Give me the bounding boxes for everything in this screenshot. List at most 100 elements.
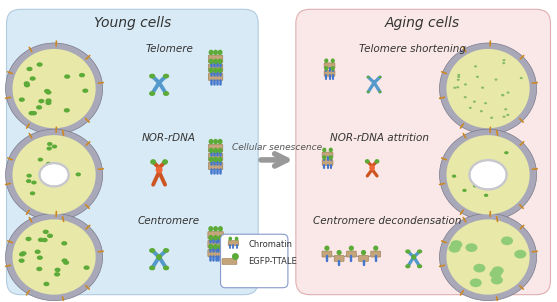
Ellipse shape <box>470 278 482 287</box>
Ellipse shape <box>495 79 497 81</box>
FancyBboxPatch shape <box>208 231 223 239</box>
Ellipse shape <box>163 91 169 96</box>
Ellipse shape <box>218 148 223 153</box>
Ellipse shape <box>469 107 472 109</box>
Ellipse shape <box>31 111 37 115</box>
Ellipse shape <box>209 148 213 153</box>
Ellipse shape <box>322 155 326 160</box>
Ellipse shape <box>452 175 456 178</box>
Ellipse shape <box>506 92 510 94</box>
Ellipse shape <box>492 266 504 275</box>
Ellipse shape <box>36 267 42 271</box>
Ellipse shape <box>26 174 32 178</box>
Ellipse shape <box>504 151 509 154</box>
Ellipse shape <box>476 76 479 78</box>
Ellipse shape <box>470 161 506 189</box>
Text: Young cells: Young cells <box>94 16 171 30</box>
Ellipse shape <box>47 142 52 146</box>
Ellipse shape <box>149 248 155 253</box>
Ellipse shape <box>372 81 376 85</box>
FancyBboxPatch shape <box>208 153 223 161</box>
Text: Centromere decondensation: Centromere decondensation <box>312 216 461 226</box>
Ellipse shape <box>367 91 370 93</box>
Ellipse shape <box>464 83 467 85</box>
Ellipse shape <box>218 139 223 144</box>
Ellipse shape <box>481 86 484 89</box>
Ellipse shape <box>417 264 422 268</box>
Ellipse shape <box>37 255 43 260</box>
Ellipse shape <box>61 259 67 263</box>
Ellipse shape <box>213 59 218 64</box>
Ellipse shape <box>213 139 218 144</box>
Ellipse shape <box>501 94 504 96</box>
Ellipse shape <box>45 101 51 105</box>
Ellipse shape <box>149 74 155 79</box>
Ellipse shape <box>36 105 42 110</box>
Ellipse shape <box>470 175 474 178</box>
FancyBboxPatch shape <box>208 144 223 152</box>
Text: Chromatin: Chromatin <box>248 239 292 249</box>
FancyBboxPatch shape <box>324 63 335 69</box>
FancyBboxPatch shape <box>7 9 258 295</box>
Ellipse shape <box>462 189 467 192</box>
Ellipse shape <box>457 74 460 76</box>
Text: Cellular senescence: Cellular senescence <box>232 143 322 152</box>
Ellipse shape <box>64 74 70 79</box>
Ellipse shape <box>502 62 505 64</box>
Ellipse shape <box>490 270 501 278</box>
Ellipse shape <box>30 76 36 81</box>
Ellipse shape <box>412 255 416 259</box>
Ellipse shape <box>228 237 232 241</box>
Ellipse shape <box>63 260 69 265</box>
Ellipse shape <box>324 246 330 251</box>
Ellipse shape <box>234 237 238 241</box>
Ellipse shape <box>379 76 382 78</box>
Ellipse shape <box>218 59 223 64</box>
Text: Centromere: Centromere <box>138 216 200 226</box>
Ellipse shape <box>457 76 460 78</box>
FancyBboxPatch shape <box>222 259 237 265</box>
Ellipse shape <box>163 265 169 270</box>
Ellipse shape <box>157 80 162 85</box>
FancyBboxPatch shape <box>296 9 550 295</box>
Ellipse shape <box>218 235 223 240</box>
Ellipse shape <box>329 155 333 160</box>
Ellipse shape <box>457 79 460 81</box>
Ellipse shape <box>484 102 487 104</box>
FancyBboxPatch shape <box>228 240 238 246</box>
Ellipse shape <box>379 91 382 93</box>
Ellipse shape <box>12 49 96 128</box>
Ellipse shape <box>47 234 53 238</box>
Ellipse shape <box>514 250 526 259</box>
Ellipse shape <box>12 135 96 214</box>
Ellipse shape <box>484 194 488 197</box>
Ellipse shape <box>209 139 213 144</box>
Ellipse shape <box>52 145 57 149</box>
Ellipse shape <box>82 88 89 93</box>
Ellipse shape <box>520 77 523 79</box>
FancyBboxPatch shape <box>322 251 332 257</box>
Ellipse shape <box>405 264 411 268</box>
Ellipse shape <box>61 241 67 246</box>
Ellipse shape <box>30 191 35 195</box>
Ellipse shape <box>324 66 329 71</box>
Ellipse shape <box>466 243 477 252</box>
Ellipse shape <box>18 259 25 263</box>
Ellipse shape <box>365 159 370 164</box>
Ellipse shape <box>55 268 61 272</box>
Ellipse shape <box>31 181 37 185</box>
FancyBboxPatch shape <box>221 234 288 288</box>
Ellipse shape <box>218 226 223 232</box>
Ellipse shape <box>163 74 169 79</box>
Ellipse shape <box>218 244 223 249</box>
Ellipse shape <box>447 219 530 295</box>
Ellipse shape <box>322 148 326 152</box>
Ellipse shape <box>46 162 51 166</box>
Ellipse shape <box>6 43 102 134</box>
Ellipse shape <box>490 172 494 175</box>
Ellipse shape <box>213 68 218 73</box>
Ellipse shape <box>26 179 31 183</box>
Ellipse shape <box>448 244 461 253</box>
Ellipse shape <box>439 43 536 134</box>
Ellipse shape <box>501 94 505 96</box>
